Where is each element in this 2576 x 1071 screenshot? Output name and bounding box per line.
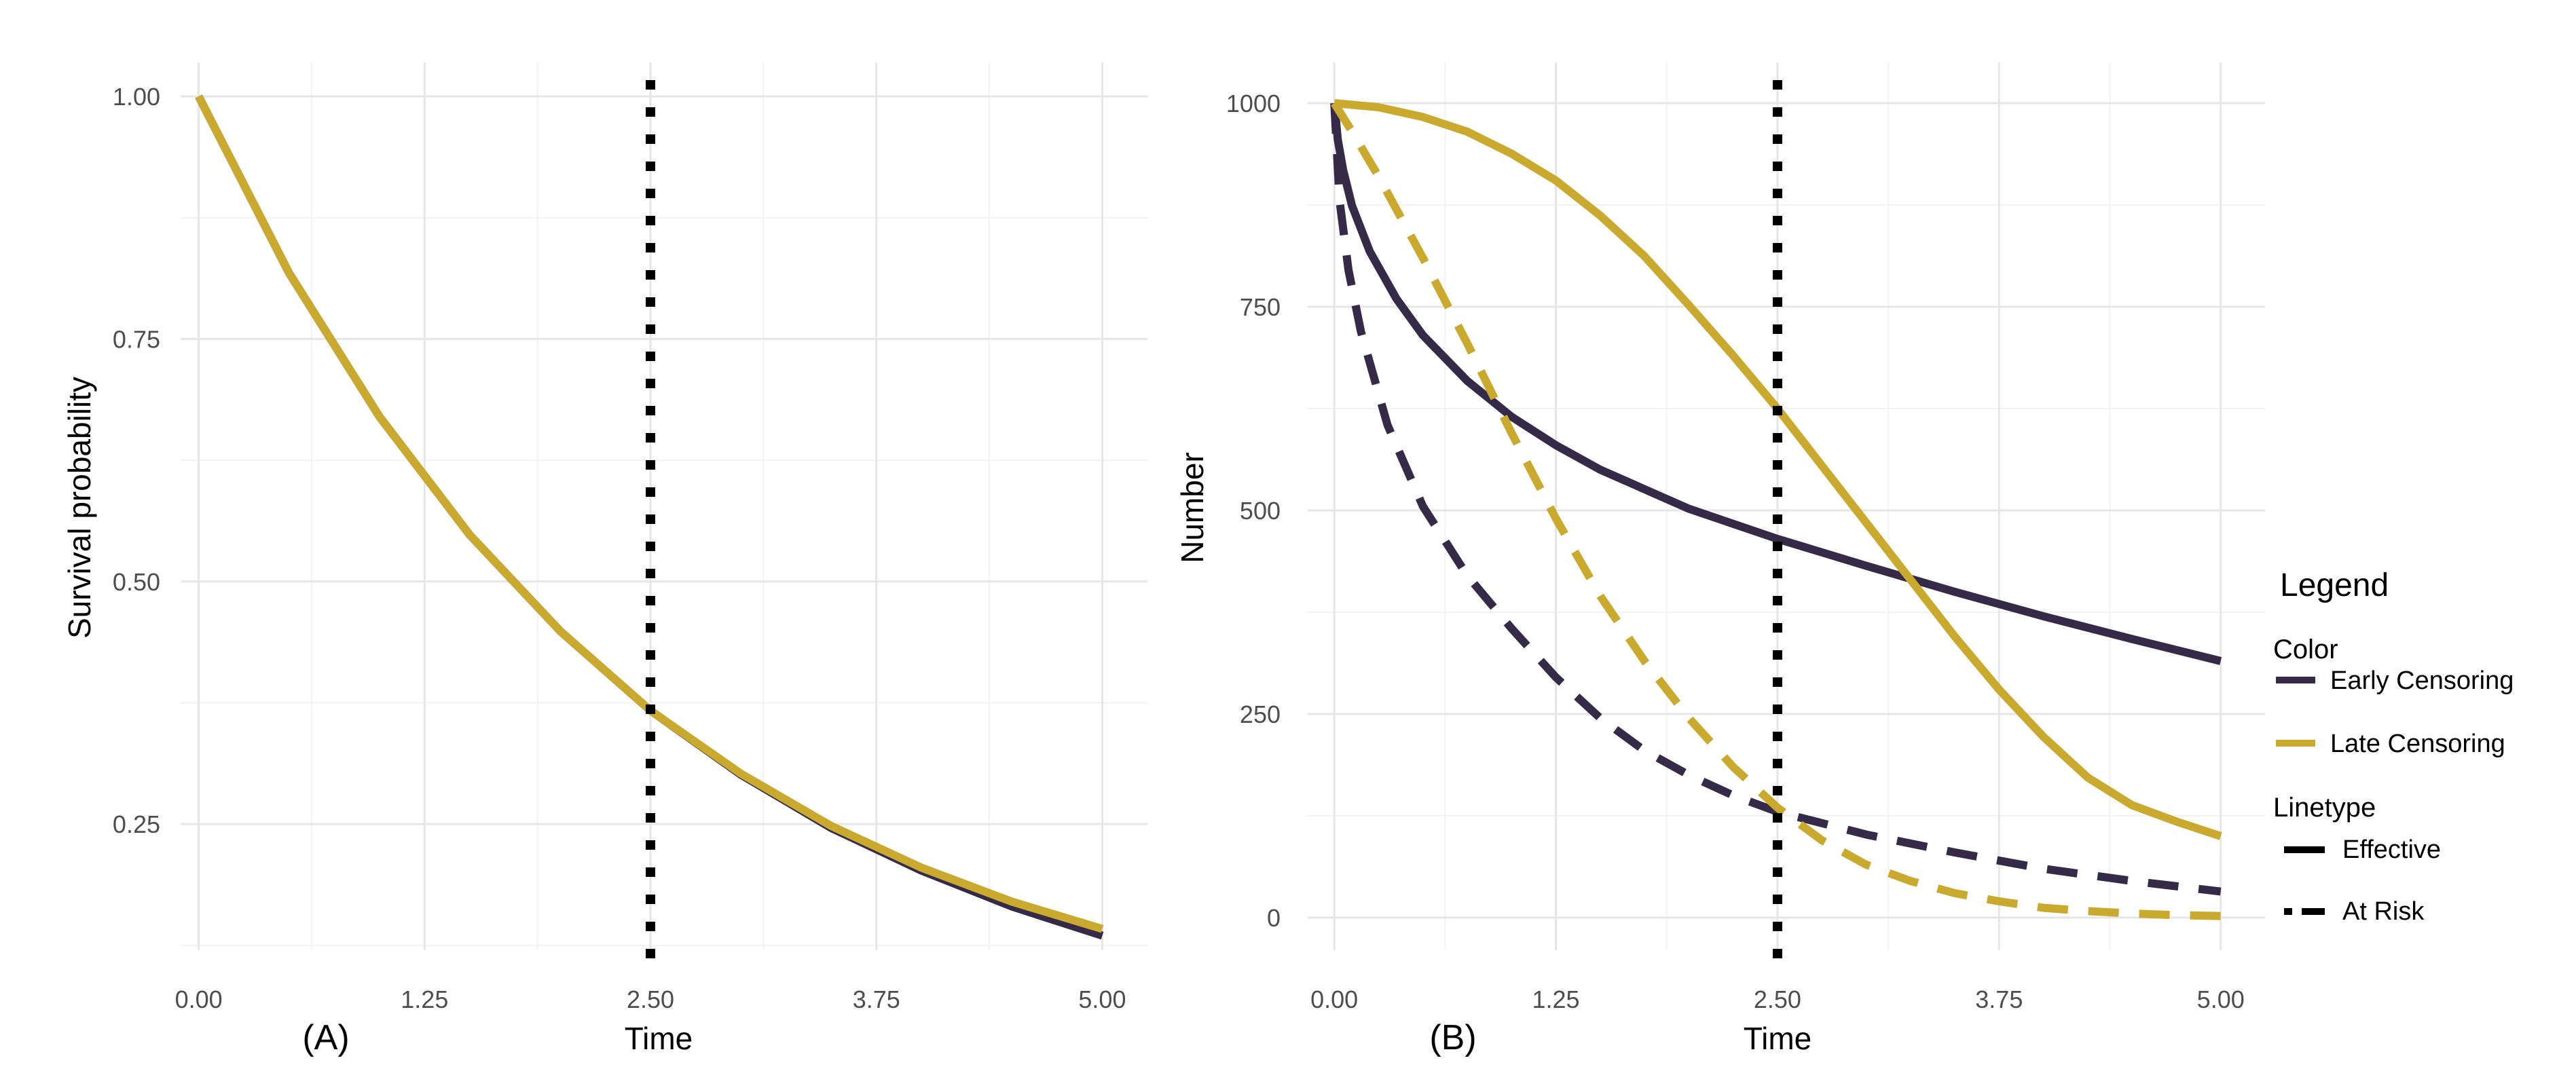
panel-b-number-chart: 0.00 1.25 2.50 3.75 5.00 0 250 500 750 1000 Time (B… xyxy=(1175,62,2265,1057)
panel-label: (B) xyxy=(1429,1018,1476,1057)
y-tick-label: 0.25 xyxy=(113,810,160,838)
y-axis-title: Survival probability xyxy=(62,377,97,639)
panel-a-survival-chart: 0.00 1.25 2.50 3.75 5.00 0.25 0.50 0.75 1.00 Time… xyxy=(62,62,1147,1057)
y-tick-label: 1000 xyxy=(1226,90,1281,117)
series-line-early-censoring-at-risk xyxy=(1330,102,2222,896)
y-tick-label: 500 xyxy=(1240,497,1281,525)
y-tick-label: 0 xyxy=(1267,904,1281,932)
x-tick-label: 3.75 xyxy=(853,985,900,1013)
y-axis-title: Number xyxy=(1175,452,1210,563)
x-tick-label: 5.00 xyxy=(2197,985,2245,1013)
legend-title: Legend xyxy=(2280,567,2389,603)
x-tick-label: 1.25 xyxy=(1532,985,1580,1013)
x-tick-label: 0.00 xyxy=(175,985,223,1013)
legend-label-early-censoring: Early Censoring xyxy=(2330,666,2514,695)
y-tick-label: 1.00 xyxy=(113,83,160,111)
legend-label-effective: Effective xyxy=(2342,835,2441,864)
y-tick-label: 0.75 xyxy=(113,325,160,353)
panel-label: (A) xyxy=(302,1018,349,1057)
legend-color-title: Color xyxy=(2273,635,2338,664)
legend: Legend Color Early Censoring Late Censor… xyxy=(2273,567,2514,926)
legend-linetype-title: Linetype xyxy=(2273,793,2376,823)
x-axis-title: Time xyxy=(625,1021,693,1056)
legend-label-at-risk: At Risk xyxy=(2342,897,2425,926)
x-tick-label: 1.25 xyxy=(401,985,448,1013)
x-tick-label: 0.00 xyxy=(1310,985,1358,1013)
x-tick-label: 3.75 xyxy=(1975,985,2023,1013)
y-tick-label: 0.50 xyxy=(113,568,160,596)
x-tick-label: 5.00 xyxy=(1078,985,1126,1013)
x-axis-title: Time xyxy=(1744,1021,1812,1056)
x-tick-label: 2.50 xyxy=(1754,985,1801,1013)
legend-label-late-censoring: Late Censoring xyxy=(2330,730,2505,758)
series-line-early-censoring-effective xyxy=(1330,102,2222,665)
y-tick-label: 750 xyxy=(1240,293,1281,321)
x-tick-label: 2.50 xyxy=(627,985,674,1013)
y-tick-label: 250 xyxy=(1240,700,1281,728)
series-line-late-censoring-at-risk xyxy=(1331,100,2221,920)
